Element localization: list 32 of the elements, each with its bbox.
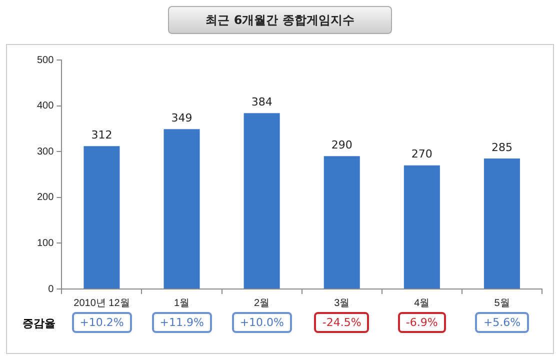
x-tick-label: 3월 [334, 298, 350, 309]
text: +10.2% [72, 312, 132, 333]
y-tick-label: 500 [36, 54, 54, 66]
x-tick-label: 4월 [414, 298, 430, 309]
data-label: 290 [331, 138, 352, 152]
text: +10.0% [232, 312, 292, 333]
text: 증감율 [22, 316, 56, 331]
y-tick-label: 400 [36, 100, 54, 112]
x-tick-label: 1월 [174, 298, 190, 309]
y-tick-label: 100 [36, 238, 54, 249]
data-label: 312 [91, 128, 112, 142]
x-tick-label: 5월 [494, 298, 510, 309]
bar [404, 165, 440, 288]
bar [244, 113, 280, 288]
y-tick-label: 200 [36, 192, 54, 204]
y-tick-label: 0 [48, 284, 54, 295]
y-tick-label: 300 [36, 146, 54, 158]
bar [484, 158, 520, 288]
text: -6.9% [398, 312, 446, 333]
data-label: 285 [491, 140, 512, 154]
text: +5.6% [475, 312, 529, 333]
text: +11.9% [152, 312, 212, 333]
bar [324, 156, 360, 288]
data-label: 349 [171, 112, 192, 125]
data-label: 270 [411, 148, 432, 161]
data-label: 384 [251, 95, 272, 108]
bar [84, 146, 120, 288]
x-tick-label: 2010년 12월 [74, 298, 130, 309]
bar [164, 129, 200, 288]
text: -24.5% [314, 312, 370, 333]
chart-title: 최근 6개월간 종합게임지수 [168, 6, 392, 34]
x-tick-label: 2월 [254, 298, 270, 309]
